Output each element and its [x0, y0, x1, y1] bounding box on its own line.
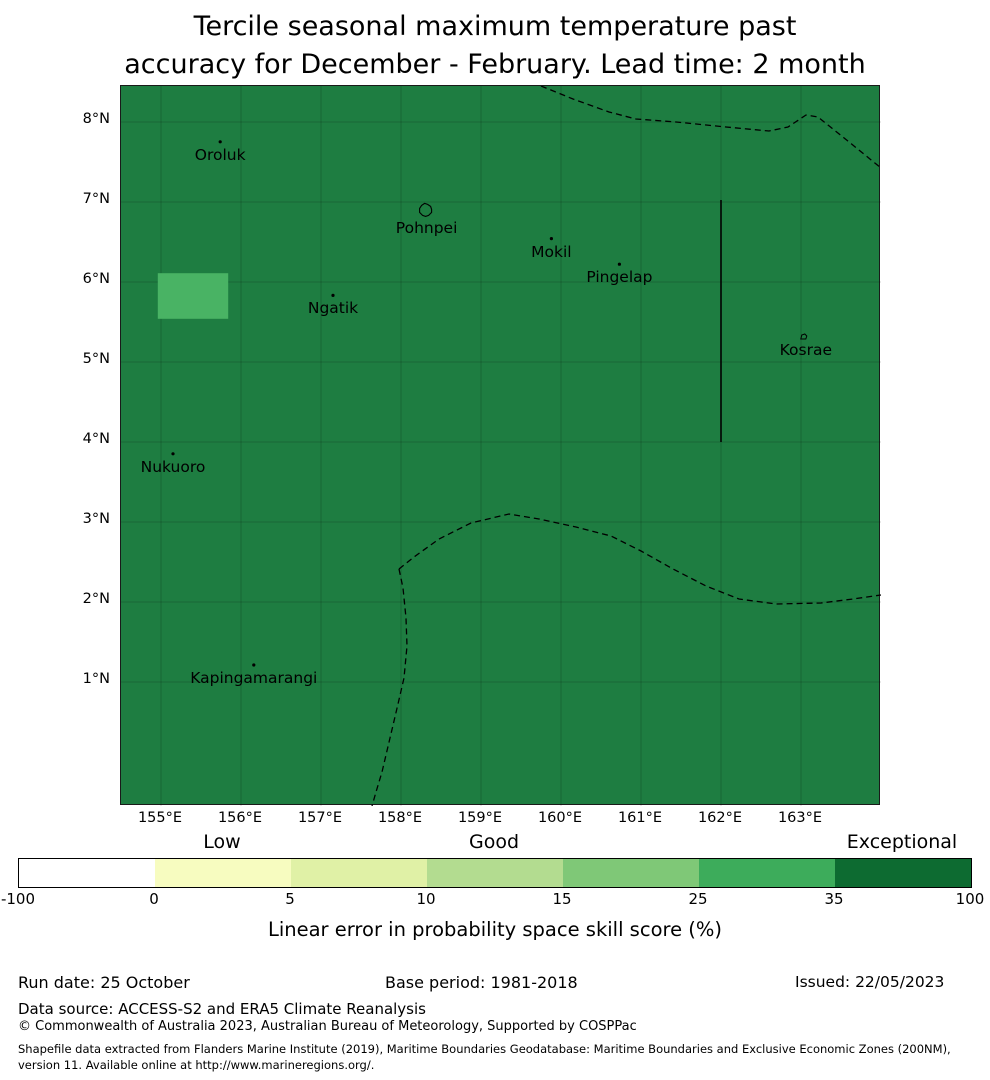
colorbar-tick-label: 0: [149, 890, 159, 908]
chart-title-line1: Tercile seasonal maximum temperature pas…: [193, 11, 797, 42]
y-tick-label: 6°N: [82, 271, 110, 287]
place-label: Ngatik: [307, 299, 359, 318]
x-tick-label: 162°E: [697, 810, 743, 826]
colorbar: [18, 858, 972, 888]
colorbar-tick-label: 10: [416, 890, 436, 908]
island-outline-icon: [419, 202, 433, 217]
colorbar-tick-label: 25: [688, 890, 708, 908]
colorbar-category-label: Good: [468, 831, 520, 853]
chart-title-line2: accuracy for December - February. Lead t…: [124, 49, 866, 81]
colorbar-tick-labels: -100 0 5 10 15 25 35 100: [1, 890, 984, 910]
issued-date-text: Issued: 22/05/2023: [795, 973, 945, 991]
shapefile-note-text: Shapefile data extracted from Flanders M…: [18, 1042, 951, 1073]
island-dot-icon: [171, 452, 175, 456]
x-tick-label: 159°E: [457, 810, 503, 826]
colorbar-segment: [155, 859, 291, 887]
map-canvas: [121, 86, 881, 806]
island-dot-icon: [617, 262, 621, 266]
place-label: Nukuoro: [140, 457, 206, 476]
y-tick-label: 5°N: [82, 351, 110, 367]
eez-boundary-dashed: [371, 568, 408, 806]
y-tick-label: 3°N: [82, 511, 110, 527]
y-tick-label: 8°N: [82, 111, 110, 127]
place-label: Kapingamarangi: [190, 669, 318, 687]
copyright-text: © Commonwealth of Australia 2023, Austra…: [18, 1019, 637, 1034]
island-dot-icon: [549, 237, 553, 241]
place-label: Pingelap: [586, 268, 653, 287]
base-period-text: Base period: 1981-2018: [385, 973, 578, 992]
x-tick-label: 157°E: [297, 810, 343, 826]
place-label: Pohnpei: [395, 219, 458, 238]
eez-boundary-dashed: [398, 513, 881, 605]
colorbar-caption: Linear error in probability space skill …: [267, 918, 723, 941]
colorbar-segment: [291, 859, 427, 887]
x-tick-label: 155°E: [137, 810, 183, 826]
colorbar-tick-label: -100: [0, 890, 36, 908]
y-tick-label: 1°N: [82, 671, 110, 687]
x-tick-label: 161°E: [617, 810, 663, 826]
place-label: Oroluk: [194, 145, 246, 164]
data-source-text: Data source: ACCESS-S2 and ERA5 Climate …: [18, 1000, 426, 1018]
colorbar-segment: [835, 859, 971, 887]
colorbar-tick-label: 5: [285, 890, 295, 908]
x-tick-label: 160°E: [537, 810, 583, 826]
map-area: Oroluk Pohnpei Mokil Pingelap Ngatik Kosrae Nu…: [120, 85, 881, 806]
island-dot-icon: [331, 293, 335, 297]
x-tick-label: 163°E: [777, 810, 823, 826]
x-tick-label: 156°E: [217, 810, 263, 826]
highlight-cell: [157, 273, 229, 319]
x-tick-label: 158°E: [377, 810, 423, 826]
colorbar-segment: [563, 859, 699, 887]
run-date-text: Run date: 25 October: [18, 973, 190, 992]
colorbar-tick-label: 100: [955, 890, 985, 908]
colorbar-category-label: Exceptional: [846, 831, 958, 853]
island-dot-icon: [252, 663, 256, 667]
place-label: Mokil: [531, 242, 572, 261]
colorbar-segment: [699, 859, 835, 887]
island-dot-icon: [218, 140, 222, 144]
y-tick-label: 7°N: [82, 191, 110, 207]
colorbar-segment: [19, 859, 155, 887]
eez-boundary-dashed: [540, 86, 881, 169]
colorbar-segment: [427, 859, 563, 887]
colorbar-tick-label: 35: [824, 890, 844, 908]
chart-title: Tercile seasonal maximum temperature pas…: [0, 8, 990, 85]
colorbar-category-labels: Low Good Exceptional: [18, 831, 970, 857]
colorbar-category-label: Low: [203, 831, 241, 853]
place-label: Kosrae: [779, 341, 832, 359]
island-outline-icon: [800, 333, 808, 340]
colorbar-tick-label: 15: [552, 890, 572, 908]
y-tick-label: 4°N: [82, 431, 110, 447]
y-tick-label: 2°N: [82, 591, 110, 607]
